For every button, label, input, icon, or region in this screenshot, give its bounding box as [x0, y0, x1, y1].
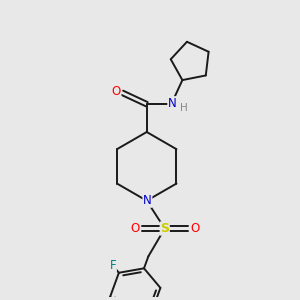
Text: N: N [168, 97, 177, 110]
Text: S: S [160, 222, 169, 235]
Text: N: N [143, 194, 152, 207]
Text: O: O [112, 85, 121, 98]
Text: F: F [110, 259, 116, 272]
Text: O: O [190, 222, 200, 235]
Text: O: O [130, 222, 139, 235]
Text: H: H [180, 103, 188, 113]
